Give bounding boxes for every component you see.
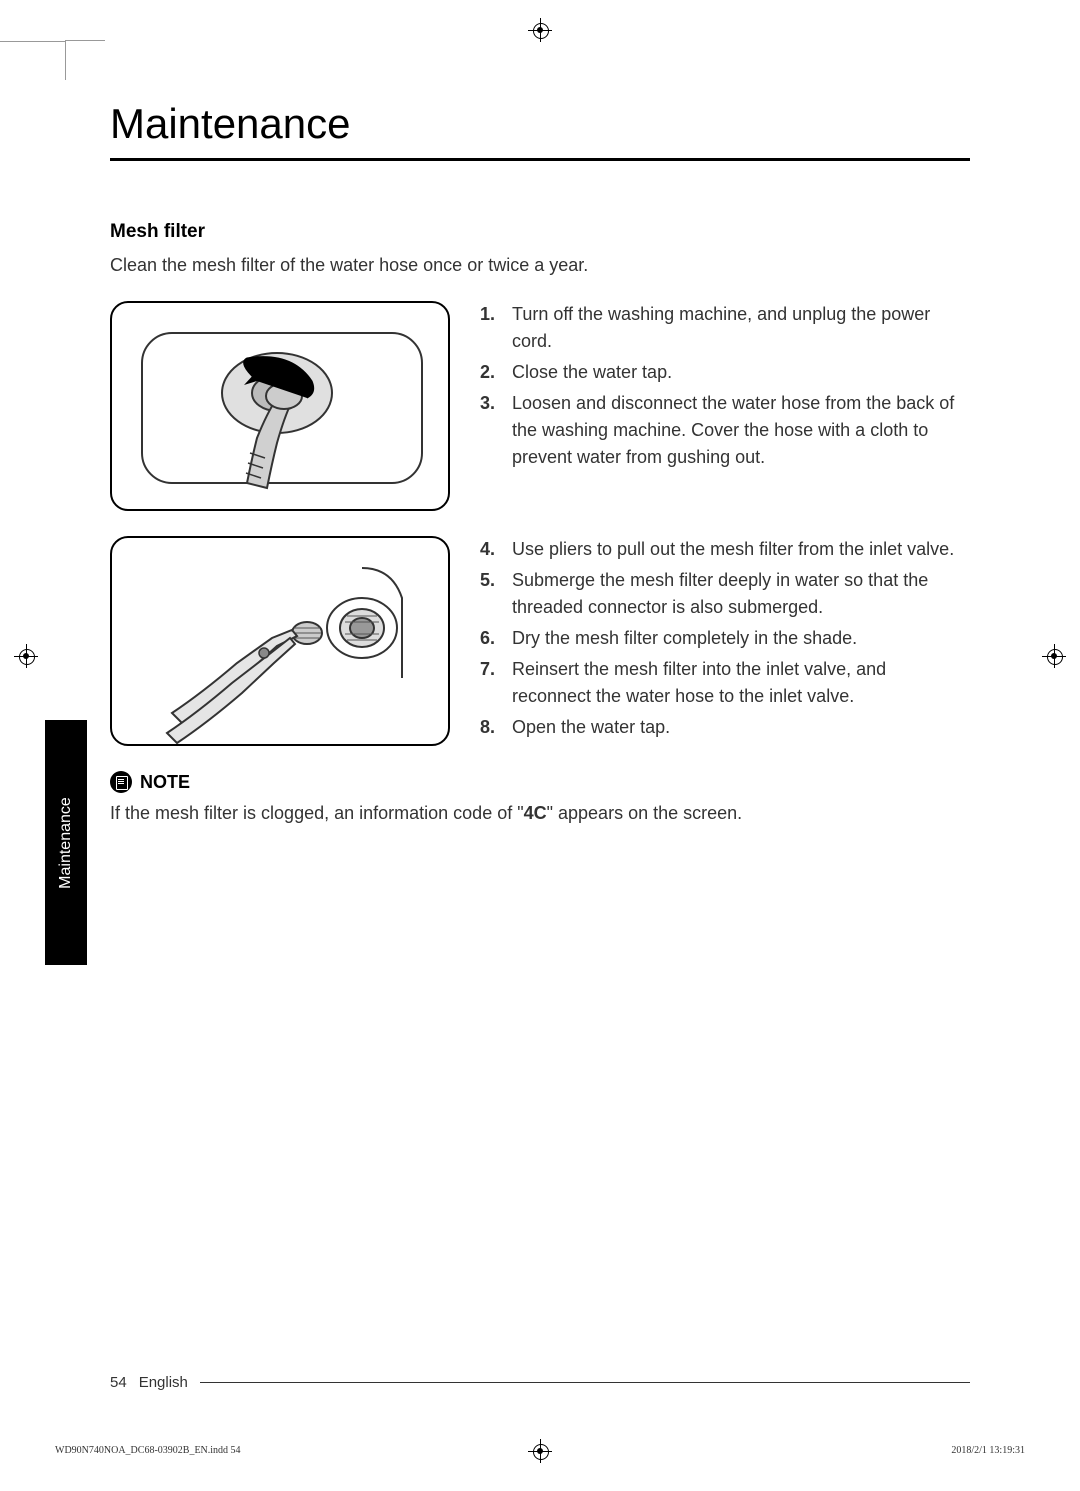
page-number: 54 (110, 1374, 127, 1391)
note-text-before: If the mesh filter is clogged, an inform… (110, 803, 524, 823)
step-number: 4. (480, 536, 500, 563)
step-number: 5. (480, 567, 500, 621)
step-item: 3. Loosen and disconnect the water hose … (480, 390, 970, 471)
step-text: Reinsert the mesh filter into the inlet … (512, 656, 970, 710)
step-text: Dry the mesh filter completely in the sh… (512, 625, 857, 652)
step-number: 6. (480, 625, 500, 652)
step-number: 7. (480, 656, 500, 710)
step-text: Submerge the mesh filter deeply in water… (512, 567, 970, 621)
step-number: 3. (480, 390, 500, 471)
illustration-pliers-filter (110, 536, 450, 746)
illustration-hose-disconnect (110, 301, 450, 511)
content-row-2: 4. Use pliers to pull out the mesh filte… (110, 536, 970, 746)
step-item: 4. Use pliers to pull out the mesh filte… (480, 536, 970, 563)
note-text: If the mesh filter is clogged, an inform… (110, 803, 970, 824)
note-text-bold: 4C (524, 803, 547, 823)
step-item: 1. Turn off the washing machine, and unp… (480, 301, 970, 355)
content-row-1: 1. Turn off the washing machine, and unp… (110, 301, 970, 511)
step-text: Open the water tap. (512, 714, 670, 741)
footer-language: English (139, 1374, 188, 1391)
print-info-right: 2018/2/1 13:19:31 (951, 1445, 1025, 1456)
side-tab-label: Maintenance (57, 797, 75, 889)
footer-line (200, 1382, 970, 1383)
crop-mark-icon (530, 20, 550, 40)
step-text: Loosen and disconnect the water hose fro… (512, 390, 970, 471)
step-item: 5. Submerge the mesh filter deeply in wa… (480, 567, 970, 621)
print-info-left: WD90N740NOA_DC68-03902B_EN.indd 54 (55, 1445, 241, 1456)
page-footer: 54 English (110, 1374, 970, 1391)
step-number: 2. (480, 359, 500, 386)
section-title: Mesh filter (110, 221, 970, 243)
crop-mark-icon (16, 646, 36, 666)
note-icon (110, 771, 132, 793)
steps-list-1: 1. Turn off the washing machine, and unp… (480, 301, 970, 475)
step-text: Turn off the washing machine, and unplug… (512, 301, 970, 355)
step-item: 2. Close the water tap. (480, 359, 970, 386)
intro-text: Clean the mesh filter of the water hose … (110, 255, 970, 276)
note-label: NOTE (140, 772, 190, 793)
side-tab: Maintenance (45, 720, 87, 965)
note-section: NOTE If the mesh filter is clogged, an i… (110, 771, 970, 824)
step-text: Use pliers to pull out the mesh filter f… (512, 536, 954, 563)
steps-list-2: 4. Use pliers to pull out the mesh filte… (480, 536, 970, 745)
step-number: 1. (480, 301, 500, 355)
crop-mark-icon (1044, 646, 1064, 666)
page-title: Maintenance (110, 100, 970, 161)
page-content: Maintenance Mesh filter Clean the mesh f… (110, 100, 970, 1411)
step-item: 6. Dry the mesh filter completely in the… (480, 625, 970, 652)
step-item: 8. Open the water tap. (480, 714, 970, 741)
step-number: 8. (480, 714, 500, 741)
step-text: Close the water tap. (512, 359, 672, 386)
page-corner-mark (65, 40, 105, 80)
note-header: NOTE (110, 771, 970, 793)
crop-mark-icon (530, 1441, 550, 1461)
step-item: 7. Reinsert the mesh filter into the inl… (480, 656, 970, 710)
note-text-after: " appears on the screen. (547, 803, 743, 823)
